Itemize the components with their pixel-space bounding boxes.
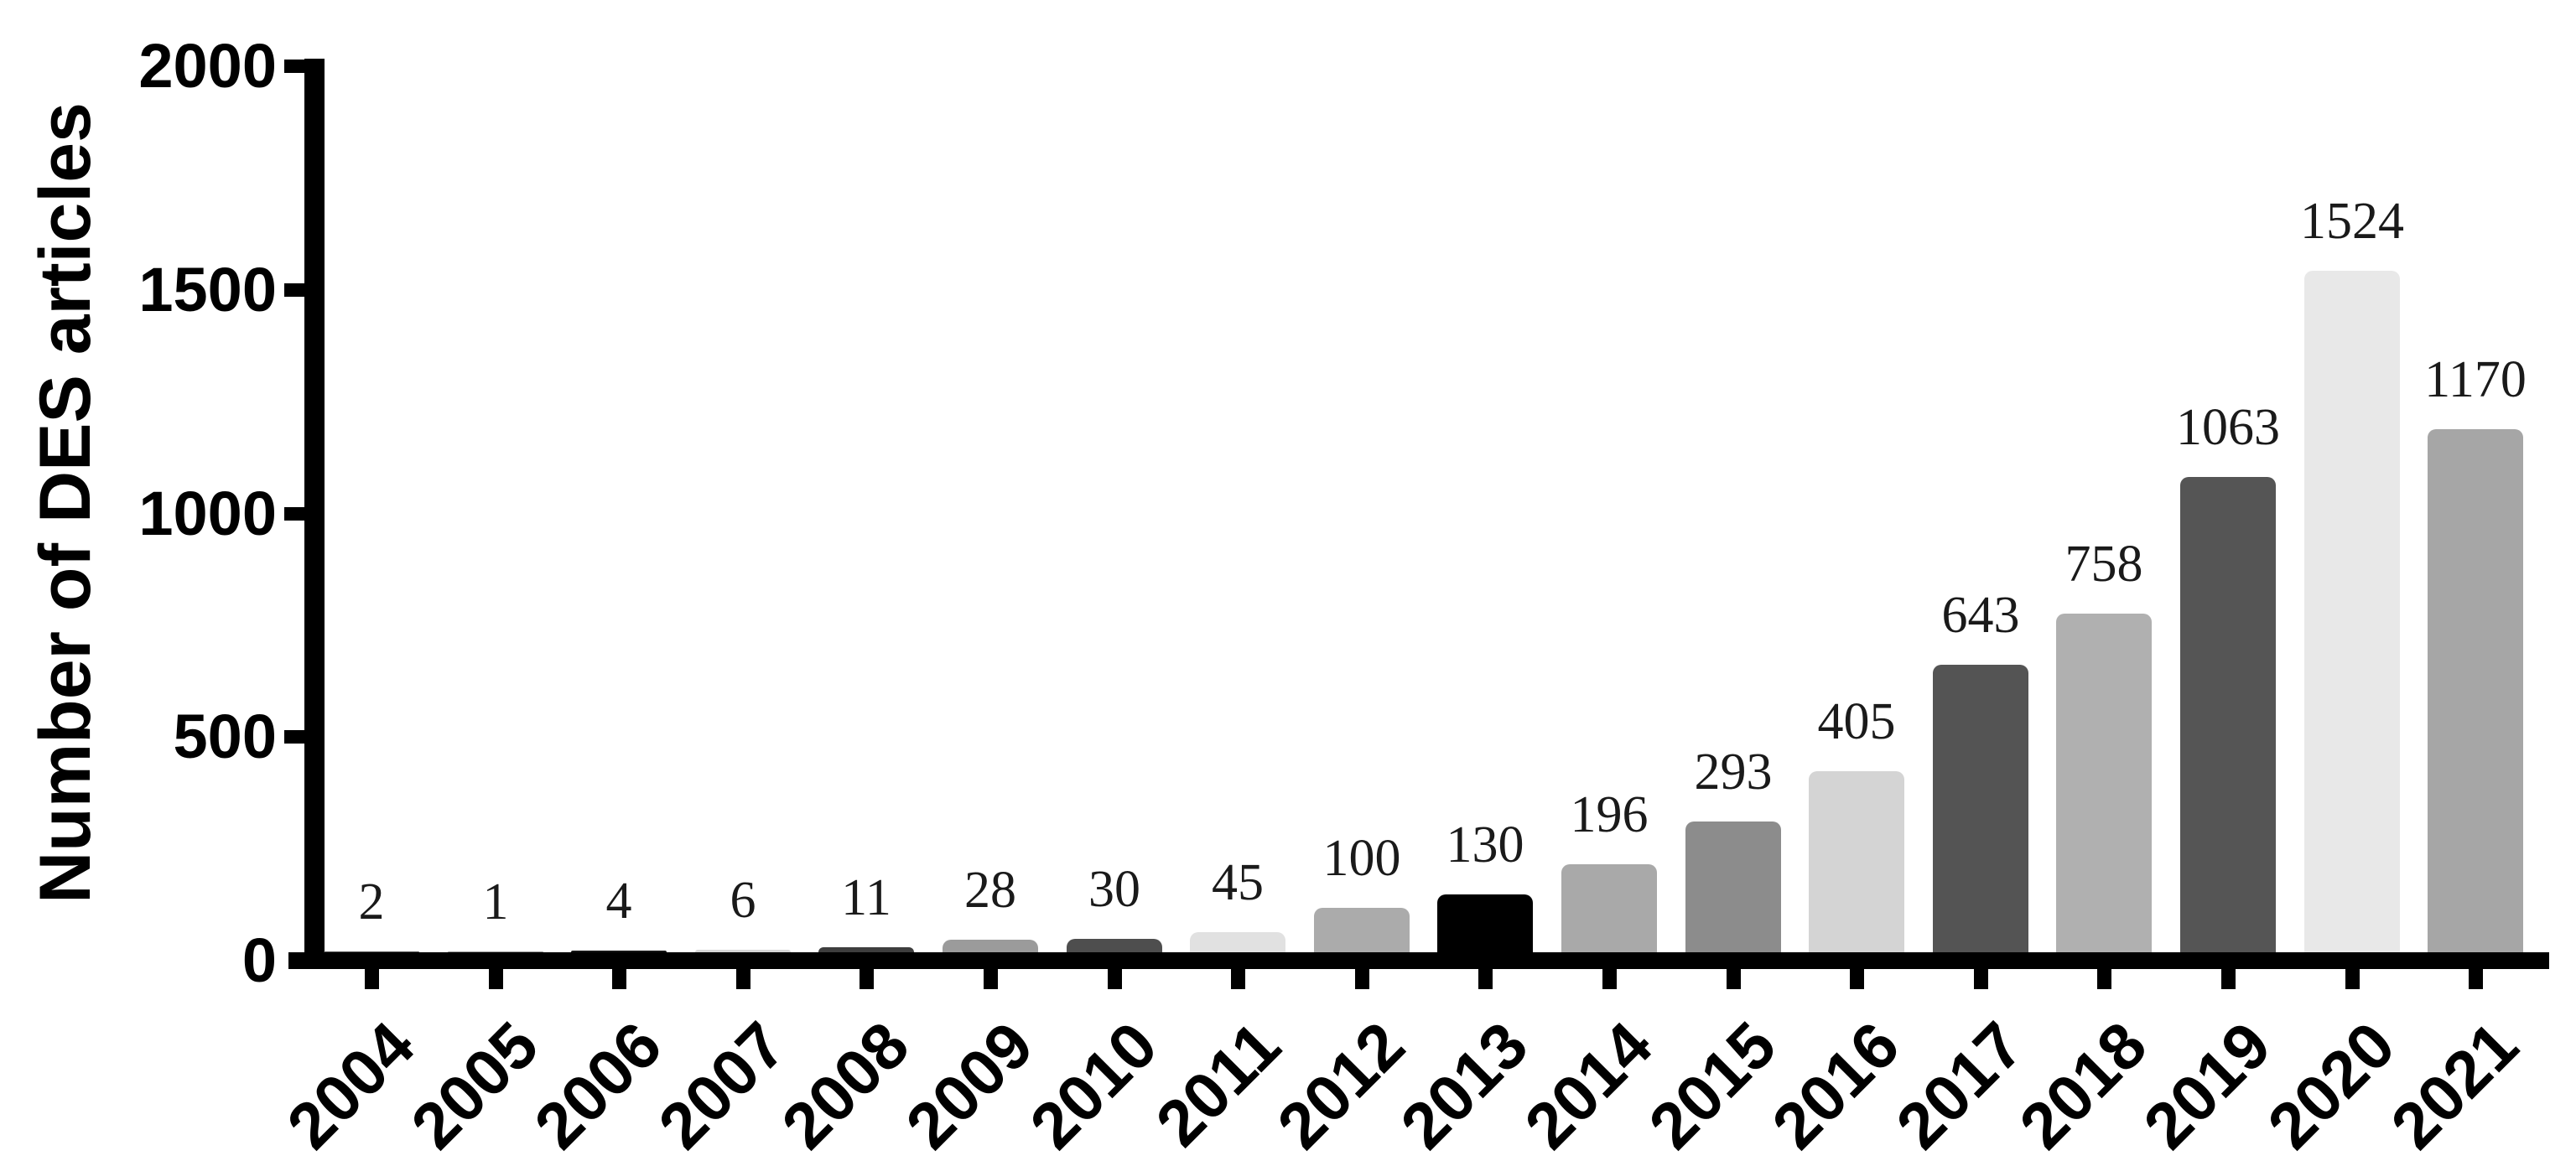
y-tick-label-1000: 1000 [138,478,277,548]
y-tick-label-500: 500 [173,702,277,772]
x-tick-2013 [1478,969,1493,989]
value-label-2011: 45 [1212,854,1264,911]
bar-2017 [1933,665,2028,952]
bar-2009 [943,940,1038,952]
x-tick-2019 [2221,969,2236,989]
bar-2019 [2180,477,2276,952]
value-label-2006: 4 [605,873,632,930]
value-label-2021: 1170 [2424,351,2527,408]
bar-2014 [1561,864,1657,952]
x-tick-2016 [1850,969,1864,989]
x-tick-2009 [984,969,998,989]
x-tick-2007 [736,969,750,989]
bar-2013 [1437,894,1533,952]
value-label-2014: 196 [1570,786,1649,843]
value-label-2020: 1524 [2300,193,2404,250]
x-tick-2017 [1974,969,1988,989]
y-tick-label-1500: 1500 [138,254,277,324]
bar-2011 [1190,932,1285,952]
value-label-2019: 1063 [2176,399,2280,456]
x-tick-2012 [1355,969,1369,989]
y-tick-label-0: 0 [242,925,277,995]
y-tick-2000 [284,60,306,73]
bar-2015 [1685,822,1781,952]
x-tick-2004 [365,969,379,989]
bar-2007 [695,950,791,952]
x-tick-2008 [860,969,874,989]
value-label-2012: 100 [1322,830,1401,887]
bar-2012 [1314,908,1410,952]
value-label-2008: 11 [841,869,891,926]
bar-2005 [448,951,543,952]
bar-2020 [2304,271,2400,952]
value-label-2004: 2 [358,873,385,930]
x-tick-2006 [612,969,626,989]
x-tick-2015 [1727,969,1741,989]
value-label-2015: 293 [1694,744,1773,801]
value-label-2016: 405 [1817,693,1896,750]
value-label-2013: 130 [1446,816,1524,873]
value-label-2009: 28 [964,862,1016,919]
value-label-2005: 1 [482,873,509,930]
y-tick-1500 [284,282,306,297]
x-tick-2010 [1108,969,1122,989]
x-tick-2021 [2469,969,2483,989]
x-tick-2011 [1231,969,1245,989]
y-tick-500 [284,730,306,744]
value-label-2010: 30 [1088,861,1140,918]
value-label-2007: 6 [730,872,756,929]
bar-2021 [2428,429,2523,952]
value-label-2018: 758 [2064,536,2143,593]
bar-2018 [2056,614,2152,952]
x-axis-line [288,952,2549,969]
x-tick-2020 [2345,969,2360,989]
bar-2006 [571,951,667,952]
bar-2004 [324,951,419,952]
x-tick-2014 [1602,969,1617,989]
y-tick-1000 [284,506,306,521]
bar-2008 [818,947,914,952]
x-tick-2018 [2097,969,2111,989]
value-label-2017: 643 [1941,587,2020,644]
bar-2016 [1809,771,1904,952]
y-axis-line [304,59,325,969]
bar-2010 [1067,939,1162,952]
x-tick-2005 [489,969,503,989]
y-tick-label-2000: 2000 [138,31,277,101]
